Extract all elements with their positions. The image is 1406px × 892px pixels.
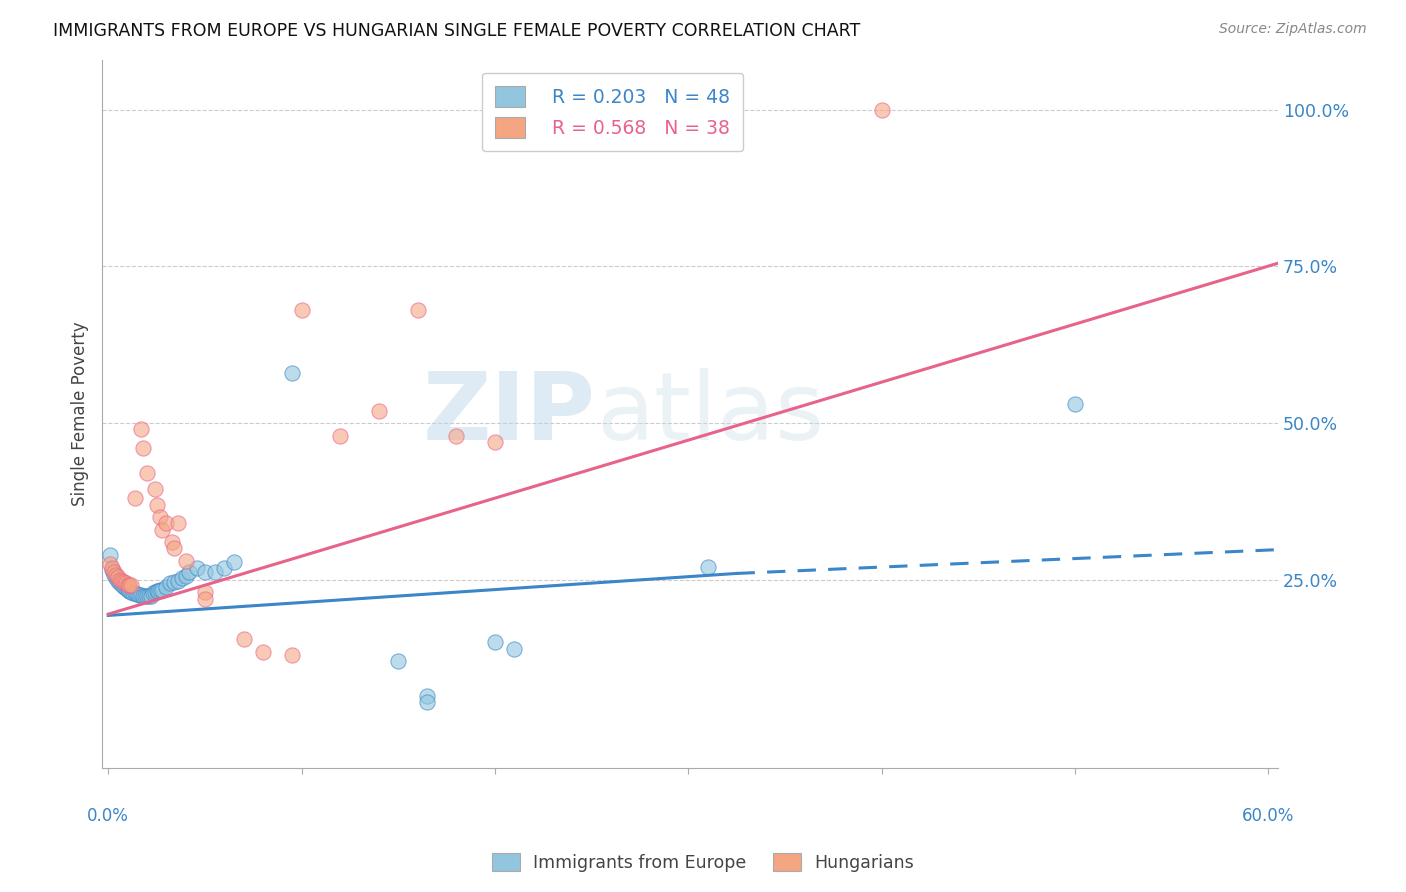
Point [148,584,170,599]
Point [112,580,135,594]
Point [114,576,136,591]
Point [124,586,146,600]
Text: ZIP: ZIP [423,368,596,459]
Point [406,303,429,318]
Point [329,428,352,442]
Point [150,523,173,537]
Point [107,574,129,588]
Point [416,695,439,709]
Point [1063,397,1085,411]
Y-axis label: Single Female Poverty: Single Female Poverty [72,321,89,506]
Point [212,561,235,575]
Point [101,561,124,575]
Point [367,403,389,417]
Point [120,578,142,592]
Point [104,571,127,585]
Point [150,582,173,597]
Point [166,516,188,531]
Point [174,554,197,568]
Point [387,654,409,668]
Point [111,574,134,588]
Point [98,548,121,562]
Point [232,632,254,647]
Point [124,491,146,506]
Point [129,422,152,436]
Point [103,565,125,579]
Point [138,589,160,603]
Point [112,575,135,590]
Point [143,482,166,496]
Point [194,565,217,579]
Point [503,641,526,656]
Point [159,576,181,591]
Point [149,582,172,597]
Point [281,648,304,662]
Point [122,586,145,600]
Point [170,571,193,585]
Text: 0.0%: 0.0% [87,806,129,824]
Point [696,560,718,574]
Point [129,588,152,602]
Point [484,635,506,649]
Point [132,589,155,603]
Point [174,569,197,583]
Point [155,580,177,594]
Point [120,585,142,599]
Text: Source: ZipAtlas.com: Source: ZipAtlas.com [1219,22,1367,37]
Point [444,428,467,442]
Point [145,584,167,599]
Point [194,585,217,599]
Point [145,498,167,512]
Point [134,589,156,603]
Point [111,578,134,592]
Point [127,587,149,601]
Point [163,541,186,556]
Point [103,567,125,582]
Point [128,588,150,602]
Point [281,366,304,380]
Point [117,583,139,598]
Point [135,589,157,603]
Point [117,578,139,592]
Point [163,575,186,590]
Point [290,303,312,318]
Legend: Immigrants from Europe, Hungarians: Immigrants from Europe, Hungarians [485,847,921,879]
Point [139,589,162,603]
Text: 60.0%: 60.0% [1241,806,1295,824]
Point [155,516,177,531]
Point [114,582,136,596]
Point [186,561,208,575]
Point [108,576,131,591]
Point [416,689,439,703]
Point [142,586,165,600]
Point [108,573,131,587]
Text: atlas: atlas [596,368,824,459]
Point [160,535,183,549]
Point [194,591,217,606]
Point [252,645,274,659]
Point [135,466,157,480]
Point [222,555,245,569]
Legend:   R = 0.203   N = 48,   R = 0.568   N = 38: R = 0.203 N = 48, R = 0.568 N = 38 [482,72,744,152]
Point [166,574,188,588]
Point [118,584,141,599]
Point [118,578,141,592]
Point [149,510,172,524]
Point [107,570,129,584]
Point [104,567,127,582]
Point [204,565,226,579]
Point [101,563,124,577]
Point [132,441,155,455]
Point [870,103,893,117]
Point [98,557,121,571]
Text: IMMIGRANTS FROM EUROPE VS HUNGARIAN SINGLE FEMALE POVERTY CORRELATION CHART: IMMIGRANTS FROM EUROPE VS HUNGARIAN SING… [53,22,860,40]
Point [484,434,506,449]
Point [179,565,201,579]
Point [143,585,166,599]
